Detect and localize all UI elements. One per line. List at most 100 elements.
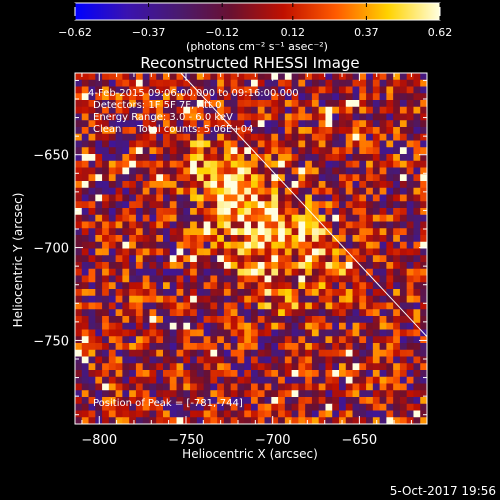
heatmap-cell bbox=[183, 316, 191, 324]
heatmap-cell bbox=[108, 329, 117, 337]
heatmap-cell bbox=[372, 113, 381, 121]
heatmap-cell bbox=[352, 255, 360, 263]
heatmap-cell bbox=[163, 289, 171, 297]
heatmap-cell bbox=[305, 221, 313, 229]
heatmap-cell bbox=[169, 106, 177, 114]
heatmap-cell bbox=[379, 403, 387, 411]
heatmap-cell bbox=[325, 302, 333, 310]
heatmap-cell bbox=[176, 356, 184, 364]
heatmap-cell bbox=[135, 228, 144, 236]
heatmap-cell bbox=[325, 208, 333, 216]
heatmap-cell bbox=[129, 106, 137, 114]
heatmap-cell bbox=[318, 100, 326, 108]
heatmap-cell bbox=[176, 86, 184, 94]
heatmap-cell bbox=[230, 79, 238, 87]
heatmap-cell bbox=[210, 106, 218, 114]
heatmap-cell bbox=[284, 208, 293, 216]
heatmap-cell bbox=[264, 356, 272, 364]
heatmap-cell bbox=[108, 370, 117, 378]
heatmap-cell bbox=[75, 120, 83, 128]
heatmap-cell bbox=[122, 113, 130, 121]
heatmap-cell bbox=[203, 309, 211, 317]
heatmap-cell bbox=[149, 363, 157, 371]
heatmap-cell bbox=[88, 221, 96, 229]
heatmap-cell bbox=[196, 93, 205, 101]
heatmap-cell bbox=[332, 160, 340, 168]
heatmap-cell bbox=[230, 383, 238, 391]
heatmap-cell bbox=[190, 295, 198, 303]
heatmap-cell bbox=[169, 140, 177, 148]
heatmap-cell bbox=[372, 329, 381, 337]
heatmap-cell bbox=[129, 133, 137, 141]
heatmap-cell bbox=[149, 140, 157, 148]
heatmap-cell bbox=[413, 397, 421, 405]
heatmap-cell bbox=[257, 275, 265, 283]
heatmap-cell bbox=[210, 390, 218, 398]
heatmap-cell bbox=[251, 86, 259, 94]
heatmap-cell bbox=[420, 167, 428, 175]
heatmap-cell bbox=[413, 160, 421, 168]
heatmap-cell bbox=[352, 235, 360, 243]
heatmap-cell bbox=[190, 79, 198, 87]
heatmap-cell bbox=[142, 248, 150, 256]
heatmap-cell bbox=[149, 154, 157, 162]
heatmap-cell bbox=[176, 255, 184, 263]
heatmap-cell bbox=[393, 336, 401, 344]
heatmap-cell bbox=[217, 113, 225, 121]
heatmap-cell bbox=[413, 403, 421, 411]
heatmap-cell bbox=[393, 316, 401, 324]
heatmap-cell bbox=[305, 214, 313, 222]
heatmap-cell bbox=[75, 403, 83, 411]
heatmap-cell bbox=[406, 370, 414, 378]
heatmap-cell bbox=[278, 106, 286, 114]
heatmap-cell bbox=[305, 93, 313, 101]
heatmap-cell bbox=[196, 363, 205, 371]
y-tick-label: −750 bbox=[33, 334, 69, 349]
heatmap-cell bbox=[406, 167, 414, 175]
heatmap-cell bbox=[230, 174, 238, 182]
heatmap-cell bbox=[345, 309, 353, 317]
heatmap-cell bbox=[406, 349, 414, 357]
heatmap-cell bbox=[135, 316, 144, 324]
heatmap-cell bbox=[81, 403, 89, 411]
heatmap-cell bbox=[264, 255, 272, 263]
heatmap-cell bbox=[379, 397, 387, 405]
heatmap-cell bbox=[88, 127, 96, 135]
heatmap-cell bbox=[271, 397, 279, 405]
heatmap-cell bbox=[399, 201, 408, 209]
heatmap-cell bbox=[284, 167, 293, 175]
heatmap-cell bbox=[420, 106, 428, 114]
heatmap-cell bbox=[332, 113, 340, 121]
heatmap-cell bbox=[115, 154, 123, 162]
heatmap-cell bbox=[163, 397, 171, 405]
heatmap-cell bbox=[81, 120, 89, 128]
heatmap-cell bbox=[169, 133, 177, 141]
heatmap-cell bbox=[406, 147, 414, 155]
heatmap-cell bbox=[332, 93, 340, 101]
heatmap-cell bbox=[386, 214, 394, 222]
heatmap-cell bbox=[108, 302, 117, 310]
heatmap-cell bbox=[366, 397, 374, 405]
heatmap-cell bbox=[257, 127, 265, 135]
heatmap-cell bbox=[251, 403, 259, 411]
heatmap-cell bbox=[251, 208, 259, 216]
heatmap-cell bbox=[264, 181, 272, 189]
heatmap-cell bbox=[75, 275, 83, 283]
heatmap-cell bbox=[169, 147, 177, 155]
heatmap-cell bbox=[244, 241, 252, 249]
heatmap-cell bbox=[149, 343, 157, 351]
heatmap-cell bbox=[291, 79, 299, 87]
heatmap-cell bbox=[291, 363, 299, 371]
heatmap-cell bbox=[311, 120, 320, 128]
heatmap-cell bbox=[305, 316, 313, 324]
heatmap-cell bbox=[108, 356, 117, 364]
heatmap-cell bbox=[176, 201, 184, 209]
heatmap-cell bbox=[230, 289, 238, 297]
heatmap-cell bbox=[379, 268, 387, 276]
heatmap-cell bbox=[278, 86, 286, 94]
heatmap-cell bbox=[210, 343, 218, 351]
heatmap-cell bbox=[339, 248, 347, 256]
heatmap-cell bbox=[190, 174, 198, 182]
heatmap-cell bbox=[325, 322, 333, 330]
heatmap-cell bbox=[311, 113, 320, 121]
